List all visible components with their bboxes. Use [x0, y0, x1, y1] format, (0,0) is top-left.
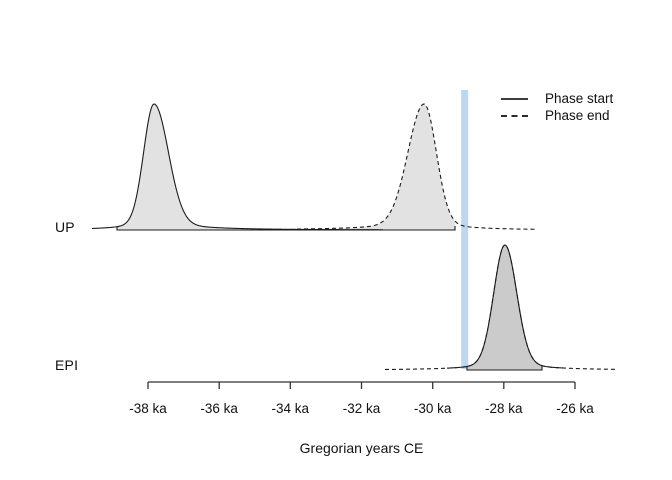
legend-entry-phase-end: Phase end	[501, 107, 613, 124]
x-axis-title: Gregorian years CE	[299, 440, 424, 456]
epi-hdi-fill	[467, 245, 542, 370]
x-axis-tick-label: -34 ka	[272, 401, 310, 416]
phase-end-line-sample	[501, 114, 528, 117]
reference-line-bar	[461, 90, 469, 369]
up-phase-range-bracket	[116, 226, 456, 231]
up-hdi-fill	[117, 104, 455, 230]
epi-phase-end-curve	[384, 244, 618, 371]
up-phase-end-curve	[296, 103, 536, 230]
legend: Phase start Phase end	[501, 90, 613, 124]
x-axis-tick-label: -30 ka	[414, 401, 452, 416]
legend-entry-phase-start: Phase start	[501, 90, 613, 107]
x-axis-tick-label: -38 ka	[129, 401, 167, 416]
legend-label-phase-end: Phase end	[545, 108, 610, 123]
row-label-epi: EPI	[55, 357, 79, 373]
epi-phase-range-bracket	[466, 366, 543, 371]
phase-start-line-sample	[501, 97, 528, 100]
x-axis-tick-label: -26 ka	[556, 401, 594, 416]
legend-label-phase-start: Phase start	[545, 91, 614, 106]
row-label-up: UP	[55, 219, 75, 235]
x-axis-tick-label: -32 ka	[343, 401, 381, 416]
x-axis-tick-label: -28 ka	[485, 401, 523, 416]
x-axis-tick-label: -36 ka	[200, 401, 238, 416]
